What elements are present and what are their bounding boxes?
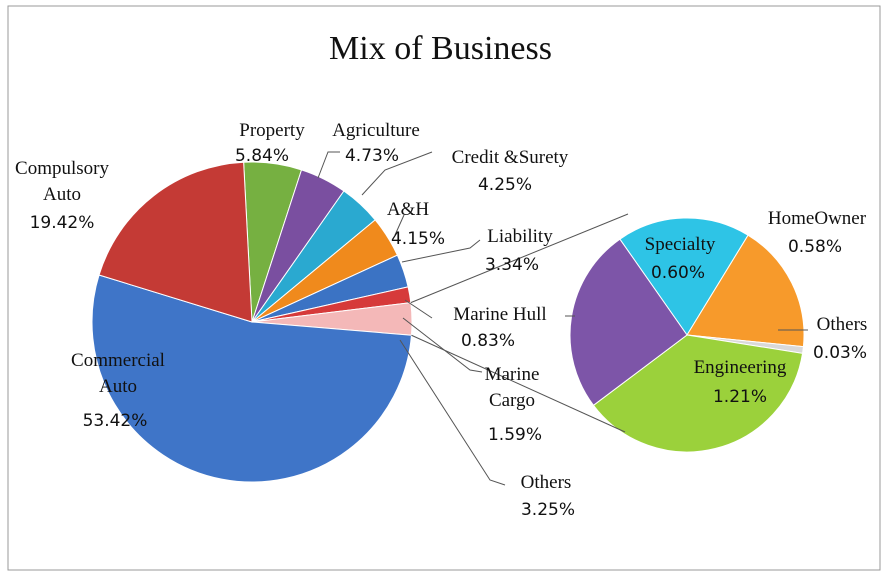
value-label: 0.60% bbox=[650, 263, 705, 283]
pie-slice bbox=[91, 274, 412, 483]
value-label: 1.59% bbox=[487, 425, 542, 445]
leader-line bbox=[399, 339, 506, 486]
value-label: 1.21% bbox=[712, 387, 767, 407]
category-label: A&H bbox=[386, 199, 430, 220]
leader-line bbox=[317, 151, 340, 179]
leader-line bbox=[401, 239, 481, 263]
connector-line bbox=[411, 334, 626, 433]
leader-line bbox=[402, 317, 483, 373]
category-label: Compulsory Auto bbox=[15, 158, 109, 205]
leader-line bbox=[361, 151, 433, 196]
category-label: Credit &Surety bbox=[451, 147, 569, 168]
value-label: 5.84% bbox=[234, 146, 289, 166]
value-label: 3.25% bbox=[520, 500, 575, 520]
value-label: 4.15% bbox=[390, 229, 445, 249]
value-label: 0.83% bbox=[460, 331, 515, 351]
value-label: 19.42% bbox=[29, 213, 95, 233]
category-label: Engineering bbox=[693, 357, 787, 378]
category-label: Liability bbox=[487, 226, 553, 247]
value-label: 0.03% bbox=[812, 343, 867, 363]
leader-line bbox=[404, 299, 433, 319]
value-label: 53.42% bbox=[82, 411, 148, 431]
value-label: 4.73% bbox=[344, 146, 399, 166]
category-label: Agriculture bbox=[332, 120, 420, 141]
category-label: Property bbox=[239, 120, 305, 141]
pie-slice bbox=[686, 234, 805, 348]
category-label: Others bbox=[816, 314, 868, 335]
leader-line bbox=[394, 214, 405, 236]
value-label: 0.58% bbox=[787, 237, 842, 257]
chart-title: Mix of Business bbox=[329, 30, 552, 67]
value-label: 4.25% bbox=[477, 175, 532, 195]
category-label: Specialty bbox=[644, 234, 716, 255]
pie-slice bbox=[619, 217, 749, 336]
category-label: HomeOwner bbox=[767, 208, 867, 229]
category-label: Commercial Auto bbox=[71, 350, 165, 397]
pie-slice bbox=[98, 161, 253, 323]
value-label: 3.34% bbox=[484, 255, 539, 275]
category-label: Marine Hull bbox=[453, 304, 547, 325]
chart-frame bbox=[7, 5, 881, 571]
category-label: Marine Cargo bbox=[484, 364, 540, 411]
category-label: Others bbox=[520, 472, 572, 493]
pie-slice bbox=[569, 238, 688, 407]
connector-line bbox=[410, 213, 629, 304]
